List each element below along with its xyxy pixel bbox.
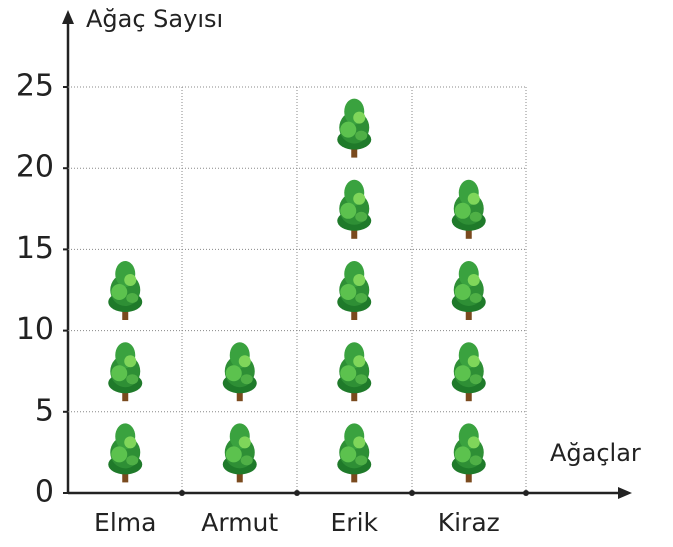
tree-icon	[452, 423, 486, 482]
tree-icon	[108, 342, 142, 401]
y-arrow	[62, 10, 74, 24]
x-axis-label: Ağaçlar	[550, 439, 641, 467]
x-tick-label: Erik	[331, 508, 379, 537]
y-tick-label: 5	[35, 393, 54, 428]
tree-icon	[223, 342, 257, 401]
tree-icon	[223, 423, 257, 482]
y-tick-label: 25	[16, 69, 54, 104]
tree-icon	[108, 261, 142, 320]
x-tick-label: Kiraz	[438, 508, 500, 537]
x-tick-label: Armut	[201, 508, 278, 537]
y-tick-label: 10	[16, 312, 54, 347]
y-axis-label: Ağaç Sayısı	[86, 5, 223, 33]
tree-icon	[108, 423, 142, 482]
tree-icon	[337, 180, 371, 239]
tree-icon	[337, 261, 371, 320]
x-tick-label: Elma	[94, 508, 156, 537]
tree-icon	[337, 99, 371, 158]
tree-column	[337, 99, 371, 483]
y-tick-label: 20	[16, 150, 54, 185]
y-tick-label: 15	[16, 231, 54, 266]
tree-column	[452, 180, 486, 483]
chart: Ağaç Sayısı Ağaçlar 0 5 10 15 20 25 Elma Armut E…	[0, 0, 673, 547]
tree-icon	[452, 342, 486, 401]
y-tick-label: 0	[35, 475, 54, 510]
x-arrow	[618, 487, 632, 499]
tree-icon	[337, 342, 371, 401]
tree-icon	[452, 180, 486, 239]
tree-icon	[337, 423, 371, 482]
tree-icon	[452, 261, 486, 320]
tree-column	[108, 261, 142, 482]
